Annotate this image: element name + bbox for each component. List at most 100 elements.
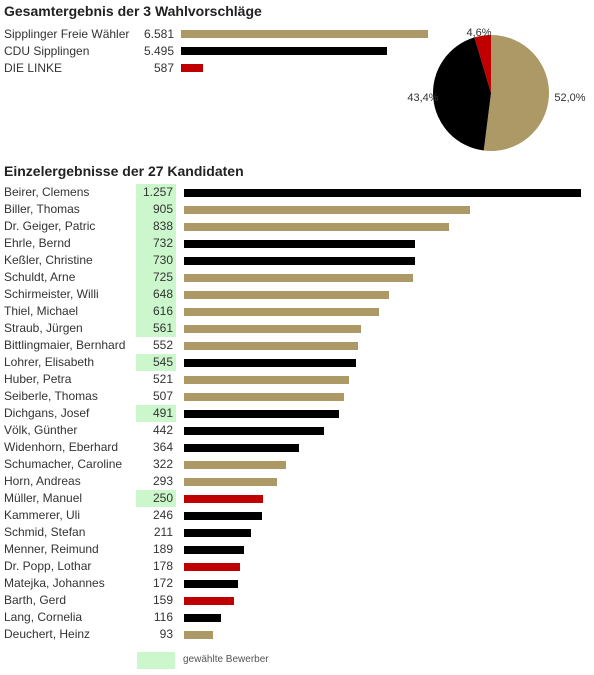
- candidate-name: Dichgans, Josef: [4, 406, 90, 420]
- candidate-name: Biller, Thomas: [4, 202, 80, 216]
- pie-slice-label: 4,6%: [466, 27, 491, 39]
- candidate-bar: [184, 308, 379, 316]
- candidate-votes: 725: [136, 269, 176, 286]
- candidate-votes: 616: [136, 303, 176, 320]
- candidate-name: Bittlingmaier, Bernhard: [4, 338, 126, 352]
- candidate-bar: [184, 240, 415, 248]
- candidate-row: Deuchert, Heinz 93: [0, 626, 590, 643]
- pie-slice: [433, 37, 491, 151]
- candidate-row: Straub, Jürgen 561: [0, 320, 590, 337]
- candidate-votes: 250: [136, 490, 176, 507]
- candidate-name: Schumacher, Caroline: [4, 457, 123, 471]
- candidate-votes: 159: [152, 593, 173, 607]
- candidate-name: Menner, Reimund: [4, 542, 99, 556]
- candidate-bar: [184, 393, 344, 401]
- candidate-name: Keßler, Christine: [4, 253, 93, 267]
- party-bar: [181, 64, 203, 72]
- candidate-votes: 1.257: [136, 184, 176, 201]
- candidate-bar: [184, 563, 240, 571]
- candidate-name: Völk, Günther: [4, 423, 78, 437]
- candidate-row: Beirer, Clemens 1.257: [0, 184, 590, 201]
- candidate-name: Dr. Geiger, Patric: [4, 219, 96, 233]
- candidate-row: Widenhorn, Eberhard 364: [0, 439, 590, 456]
- candidate-votes: 507: [152, 389, 173, 403]
- candidate-row: Matejka, Johannes 172: [0, 575, 590, 592]
- candidate-row: Menner, Reimund 189: [0, 541, 590, 558]
- candidate-row: Schuldt, Arne 725: [0, 269, 590, 286]
- candidate-votes: 246: [152, 508, 173, 522]
- candidate-bar: [184, 257, 415, 265]
- pie-slice: [474, 35, 491, 93]
- candidate-votes: 552: [152, 338, 173, 352]
- candidate-row: Huber, Petra 521: [0, 371, 590, 388]
- candidate-bar: [184, 325, 361, 333]
- candidate-votes: 905: [136, 201, 176, 218]
- candidate-row: Völk, Günther 442: [0, 422, 590, 439]
- candidate-bar: [184, 614, 221, 622]
- candidate-votes: 189: [152, 542, 173, 556]
- candidate-bar: [184, 410, 339, 418]
- party-name: CDU Sipplingen: [4, 44, 90, 58]
- candidate-row: Müller, Manuel 250: [0, 490, 590, 507]
- candidate-bar: [184, 342, 358, 350]
- candidate-name: Matejka, Johannes: [4, 576, 105, 590]
- candidate-name: Lang, Cornelia: [4, 610, 83, 624]
- candidate-votes: 211: [153, 525, 173, 539]
- candidate-bar: [184, 597, 234, 605]
- candidate-row: Keßler, Christine 730: [0, 252, 590, 269]
- candidate-bar: [184, 495, 263, 503]
- candidate-row: Barth, Gerd 159: [0, 592, 590, 609]
- candidate-name: Barth, Gerd: [4, 593, 67, 607]
- candidate-name: Kammerer, Uli: [4, 508, 81, 522]
- candidate-votes: 730: [136, 252, 176, 269]
- candidate-bar: [184, 206, 470, 214]
- candidate-votes: 648: [136, 286, 176, 303]
- party-bar: [181, 47, 387, 55]
- legend-label: gewählte Bewerber: [183, 654, 269, 665]
- candidate-votes: 364: [152, 440, 173, 454]
- party-value: 5.495: [143, 44, 174, 58]
- candidate-name: Huber, Petra: [4, 372, 72, 386]
- candidate-name: Schirmeister, Willi: [4, 287, 99, 301]
- pie-slice-label: 43,4%: [407, 92, 438, 104]
- candidate-row: Dr. Popp, Lothar 178: [0, 558, 590, 575]
- candidate-votes: 293: [152, 474, 173, 488]
- candidate-results-title: Einzelergebnisse der 27 Kandidaten: [4, 163, 244, 179]
- candidate-name: Seiberle, Thomas: [4, 389, 98, 403]
- candidate-name: Horn, Andreas: [4, 474, 81, 488]
- candidate-bar: [184, 631, 213, 639]
- candidate-votes: 172: [152, 576, 173, 590]
- candidate-row: Schumacher, Caroline 322: [0, 456, 590, 473]
- party-row: DIE LINKE 587: [0, 60, 450, 77]
- candidate-row: Schirmeister, Willi 648: [0, 286, 590, 303]
- candidate-row: Lang, Cornelia 116: [0, 609, 590, 626]
- party-value: 587: [153, 61, 174, 75]
- candidate-votes: 322: [152, 457, 173, 471]
- candidate-name: Ehrle, Bernd: [4, 236, 71, 250]
- candidate-name: Widenhorn, Eberhard: [4, 440, 119, 454]
- party-bar: [181, 30, 428, 38]
- party-row: Sipplinger Freie Wähler 6.581: [0, 26, 450, 43]
- candidate-bar: [184, 427, 324, 435]
- candidate-votes: 93: [159, 627, 173, 641]
- candidate-name: Beirer, Clemens: [4, 185, 90, 199]
- candidate-votes: 442: [152, 423, 173, 437]
- legend-swatch-elected: [137, 652, 175, 669]
- candidate-name: Deuchert, Heinz: [4, 627, 91, 641]
- candidate-bar: [184, 546, 244, 554]
- candidate-bar: [184, 529, 251, 537]
- candidate-row: Dr. Geiger, Patric 838: [0, 218, 590, 235]
- candidate-bar: [184, 359, 356, 367]
- candidate-votes: 838: [136, 218, 176, 235]
- candidate-bar: [184, 274, 413, 282]
- candidate-name: Dr. Popp, Lothar: [4, 559, 92, 573]
- candidate-row: Biller, Thomas 905: [0, 201, 590, 218]
- party-value: 6.581: [143, 27, 174, 41]
- candidate-row: Bittlingmaier, Bernhard 552: [0, 337, 590, 354]
- party-name: DIE LINKE: [4, 61, 63, 75]
- candidate-name: Schuldt, Arne: [4, 270, 76, 284]
- candidate-row: Horn, Andreas 293: [0, 473, 590, 490]
- candidate-name: Straub, Jürgen: [4, 321, 83, 335]
- candidate-votes: 521: [152, 372, 173, 386]
- candidate-name: Thiel, Michael: [4, 304, 79, 318]
